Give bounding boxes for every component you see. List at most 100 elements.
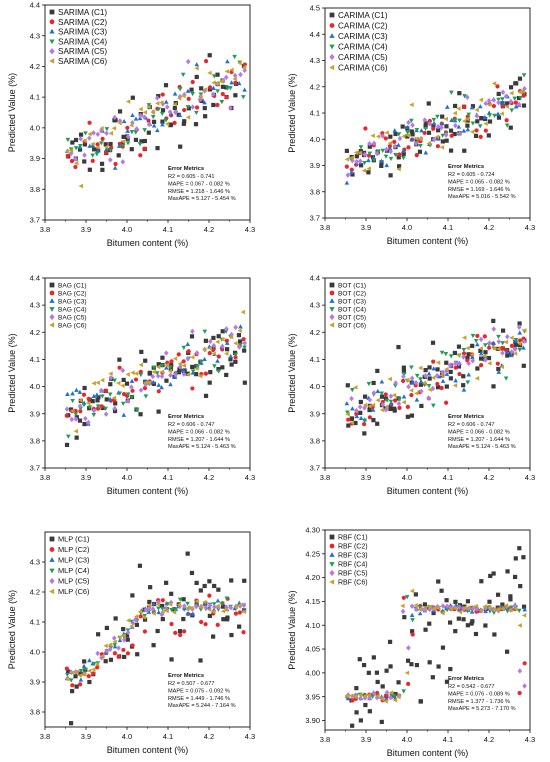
data-point-c5 — [138, 112, 143, 119]
data-point-c5 — [422, 607, 428, 613]
data-point-c6 — [517, 89, 522, 95]
data-point-c5 — [69, 416, 75, 423]
data-point-c1 — [513, 574, 518, 580]
legend-marker-c1 — [49, 536, 55, 542]
data-point-c5 — [164, 104, 170, 110]
data-point-c5 — [168, 372, 173, 378]
data-point-c6 — [491, 346, 497, 351]
data-point-c2 — [130, 643, 135, 648]
data-point-c5 — [521, 338, 527, 345]
data-point-c6 — [232, 76, 237, 82]
data-point-c6 — [478, 346, 483, 351]
data-point-c6 — [211, 80, 216, 85]
data-point-c1 — [448, 369, 453, 375]
x-tick-label: 4.0 — [122, 732, 132, 741]
data-point-c5 — [500, 350, 505, 356]
data-point-c6 — [482, 353, 487, 359]
data-point-c4 — [496, 334, 501, 340]
data-point-c2 — [392, 139, 397, 144]
data-point-c1 — [202, 106, 207, 111]
data-point-c1 — [358, 399, 363, 405]
data-point-c1 — [487, 119, 493, 124]
data-point-c5 — [167, 109, 173, 115]
data-point-c6 — [65, 676, 70, 682]
error-metric-line: MAPE = 0.075 - 0.092 % — [168, 688, 230, 694]
data-point-c3 — [431, 120, 437, 126]
legend-marker-c3 — [329, 298, 335, 303]
data-points — [64, 551, 247, 726]
data-point-c6 — [108, 130, 114, 136]
data-point-c2 — [186, 96, 191, 101]
data-point-c4 — [487, 113, 493, 118]
data-point-c6 — [503, 603, 509, 608]
data-point-c5 — [427, 121, 432, 127]
data-point-c6 — [357, 692, 363, 698]
data-point-c3 — [426, 371, 432, 376]
x-tick-label: 3.8 — [320, 473, 330, 482]
data-point-c2 — [194, 105, 200, 110]
data-point-c1 — [435, 367, 440, 372]
data-point-c1 — [371, 655, 376, 660]
data-point-c1 — [410, 629, 415, 634]
data-point-c6 — [82, 138, 87, 144]
data-point-c6 — [99, 125, 104, 131]
data-point-c1 — [496, 592, 501, 597]
data-point-c2 — [504, 118, 509, 123]
legend-marker-c3 — [329, 33, 335, 38]
data-point-c3 — [409, 612, 415, 617]
data-point-c1 — [380, 684, 385, 689]
data-point-c2 — [172, 120, 177, 125]
legend-marker-c5 — [329, 313, 335, 321]
y-tick-label: 4.2 — [30, 62, 40, 71]
data-point-c2 — [207, 593, 212, 598]
data-point-c1 — [448, 376, 453, 381]
data-point-c1 — [160, 108, 166, 113]
data-point-c1 — [517, 546, 522, 551]
data-point-c1 — [142, 617, 148, 622]
data-point-c6 — [64, 149, 70, 154]
data-point-c3 — [392, 128, 398, 133]
data-point-c3 — [513, 104, 519, 109]
x-tick-label: 4.3 — [245, 732, 255, 741]
data-point-c2 — [78, 682, 83, 687]
data-point-c5 — [68, 150, 74, 157]
data-point-c6 — [388, 690, 394, 695]
data-point-c1 — [518, 343, 523, 348]
data-point-c4 — [396, 132, 402, 137]
data-point-c5 — [357, 158, 363, 164]
data-point-c1 — [444, 384, 449, 389]
data-point-c5 — [388, 148, 394, 155]
data-point-c5 — [388, 393, 394, 399]
data-point-c6 — [409, 388, 414, 393]
data-point-c6 — [387, 376, 392, 382]
data-point-c1 — [409, 413, 415, 418]
data-point-c3 — [419, 128, 424, 133]
data-point-c2 — [397, 152, 402, 157]
data-point-c1 — [189, 87, 194, 92]
data-point-c1 — [388, 173, 393, 178]
data-point-c4 — [73, 146, 79, 151]
data-point-c1 — [436, 664, 441, 669]
data-point-c6 — [367, 403, 372, 409]
data-point-c6 — [85, 400, 91, 406]
data-point-c5 — [156, 599, 161, 605]
data-point-c1 — [147, 371, 152, 376]
data-point-c3 — [444, 371, 450, 376]
data-point-c5 — [392, 143, 398, 150]
legend-label: BAG (C2) — [58, 290, 87, 297]
legend-marker-c2 — [329, 543, 335, 549]
data-point-c5 — [470, 358, 476, 364]
data-point-c1 — [478, 348, 483, 354]
data-point-c2 — [431, 359, 436, 364]
data-point-c5 — [426, 395, 431, 401]
data-point-c1 — [500, 602, 505, 607]
data-point-c6 — [353, 694, 358, 700]
data-point-c1 — [211, 102, 216, 108]
data-point-c4 — [505, 609, 510, 614]
error-metric-line: MAPE = 0.066 - 0.082 % — [448, 429, 510, 435]
data-point-c6 — [78, 398, 83, 403]
data-point-c1 — [473, 631, 479, 637]
data-point-c5 — [483, 100, 489, 107]
data-point-c1 — [508, 125, 513, 130]
